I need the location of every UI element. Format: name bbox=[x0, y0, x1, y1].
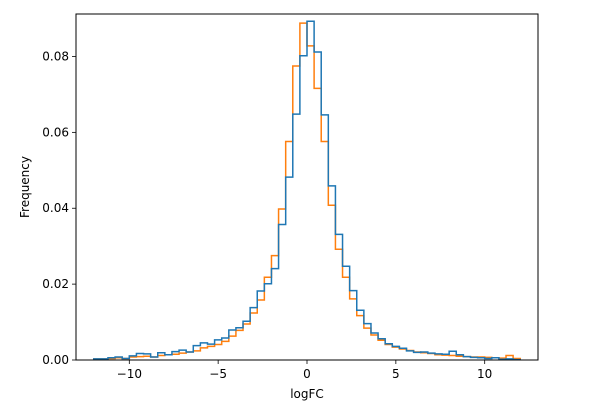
x-tick-label: −10 bbox=[117, 367, 142, 381]
y-tick-label: 0.08 bbox=[42, 49, 69, 63]
x-tick-label: 0 bbox=[303, 367, 311, 381]
ticks-layer: −10 −5 0 5 10 0.00 0.02 0.04 0.06 0.08 bbox=[42, 49, 492, 381]
y-tick-label: 0.06 bbox=[42, 125, 69, 139]
x-axis-label: logFC bbox=[290, 387, 324, 401]
histogram-outline-2 bbox=[93, 20, 521, 361]
histogram-series-2 bbox=[93, 20, 521, 361]
x-tick-label: 5 bbox=[392, 367, 400, 381]
y-tick-label: 0.04 bbox=[42, 201, 69, 215]
x-tick-label: 10 bbox=[477, 367, 492, 381]
y-tick-label: 0.00 bbox=[42, 353, 69, 367]
x-tick-label: −5 bbox=[209, 367, 227, 381]
y-axis-label: Frequency bbox=[18, 156, 32, 218]
y-tick-label: 0.02 bbox=[42, 277, 69, 291]
series-layer bbox=[93, 20, 521, 361]
